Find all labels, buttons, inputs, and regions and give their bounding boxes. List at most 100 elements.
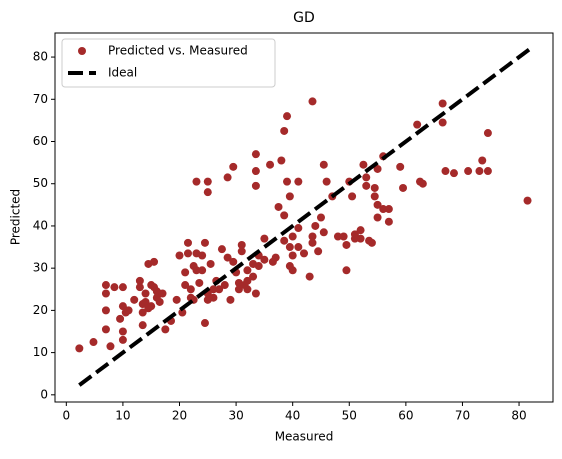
point bbox=[373, 164, 382, 173]
point bbox=[215, 285, 224, 294]
point bbox=[283, 177, 292, 186]
point bbox=[294, 224, 303, 233]
point bbox=[141, 297, 150, 306]
point bbox=[175, 251, 184, 260]
point bbox=[311, 221, 320, 230]
point bbox=[101, 289, 110, 298]
point bbox=[260, 234, 269, 243]
ideal-line bbox=[78, 47, 531, 387]
point bbox=[220, 281, 229, 290]
point bbox=[359, 160, 368, 169]
point bbox=[283, 112, 292, 121]
x-tick-label: 30 bbox=[228, 409, 243, 423]
point bbox=[158, 289, 167, 298]
y-tick-label: 30 bbox=[33, 261, 48, 275]
point bbox=[413, 120, 422, 129]
y-tick-label: 40 bbox=[33, 218, 48, 232]
point bbox=[89, 338, 98, 347]
point bbox=[124, 306, 133, 315]
point bbox=[116, 314, 125, 323]
point bbox=[288, 232, 297, 241]
point bbox=[308, 232, 317, 241]
point bbox=[396, 162, 405, 171]
point bbox=[294, 177, 303, 186]
point bbox=[373, 213, 382, 222]
point bbox=[135, 276, 144, 285]
x-tick-label: 70 bbox=[455, 409, 470, 423]
point bbox=[186, 285, 195, 294]
point bbox=[150, 257, 159, 266]
point bbox=[308, 97, 317, 106]
y-tick-label: 60 bbox=[33, 134, 48, 148]
x-tick-label: 80 bbox=[511, 409, 526, 423]
point bbox=[274, 202, 283, 211]
point bbox=[106, 342, 115, 351]
point bbox=[130, 295, 139, 304]
point bbox=[280, 211, 289, 220]
point bbox=[384, 217, 393, 226]
point bbox=[217, 245, 226, 254]
y-tick-label: 80 bbox=[33, 50, 48, 64]
point bbox=[183, 249, 192, 258]
point bbox=[271, 253, 280, 262]
point bbox=[449, 169, 458, 178]
y-tick-label: 10 bbox=[33, 345, 48, 359]
point bbox=[342, 240, 351, 249]
plot-frame bbox=[54, 32, 554, 403]
point bbox=[288, 251, 297, 260]
point bbox=[223, 173, 232, 182]
point bbox=[379, 205, 388, 214]
point bbox=[356, 226, 365, 235]
point bbox=[438, 118, 447, 127]
x-tick-label: 60 bbox=[398, 409, 413, 423]
point bbox=[441, 167, 450, 176]
point bbox=[209, 285, 218, 294]
point bbox=[237, 240, 246, 249]
x-axis-label: Measured bbox=[275, 430, 334, 444]
point bbox=[418, 179, 427, 188]
legend-label: Predicted vs. Measured bbox=[108, 44, 248, 58]
chart-title: GD bbox=[293, 10, 315, 26]
point bbox=[316, 213, 325, 222]
point bbox=[254, 262, 263, 271]
y-tick-label: 70 bbox=[33, 92, 48, 106]
point bbox=[118, 327, 127, 336]
point bbox=[200, 319, 209, 328]
legend-label: Ideal bbox=[108, 66, 137, 80]
point bbox=[523, 196, 532, 205]
x-tick-label: 20 bbox=[172, 409, 187, 423]
point bbox=[161, 325, 170, 334]
point bbox=[483, 167, 492, 176]
point bbox=[362, 173, 371, 182]
point bbox=[110, 283, 119, 292]
point bbox=[350, 230, 359, 239]
point bbox=[362, 181, 371, 190]
point bbox=[478, 156, 487, 165]
point bbox=[147, 302, 156, 311]
point bbox=[399, 183, 408, 192]
x-tick-label: 10 bbox=[115, 409, 130, 423]
point bbox=[198, 266, 207, 275]
point bbox=[370, 183, 379, 192]
y-tick-label: 0 bbox=[40, 387, 48, 401]
point bbox=[251, 289, 260, 298]
point bbox=[348, 192, 357, 201]
point bbox=[198, 251, 207, 260]
point bbox=[181, 281, 190, 290]
point bbox=[305, 272, 314, 281]
point bbox=[285, 243, 294, 252]
point bbox=[333, 232, 342, 241]
point bbox=[141, 289, 150, 298]
point bbox=[475, 167, 484, 176]
point bbox=[243, 266, 252, 275]
point bbox=[251, 150, 260, 159]
x-tick-label: 50 bbox=[342, 409, 357, 423]
point bbox=[118, 335, 127, 344]
point bbox=[234, 285, 243, 294]
point bbox=[322, 177, 331, 186]
x-tick-label: 40 bbox=[285, 409, 300, 423]
point bbox=[237, 247, 246, 256]
point bbox=[118, 302, 127, 311]
point bbox=[251, 167, 260, 176]
